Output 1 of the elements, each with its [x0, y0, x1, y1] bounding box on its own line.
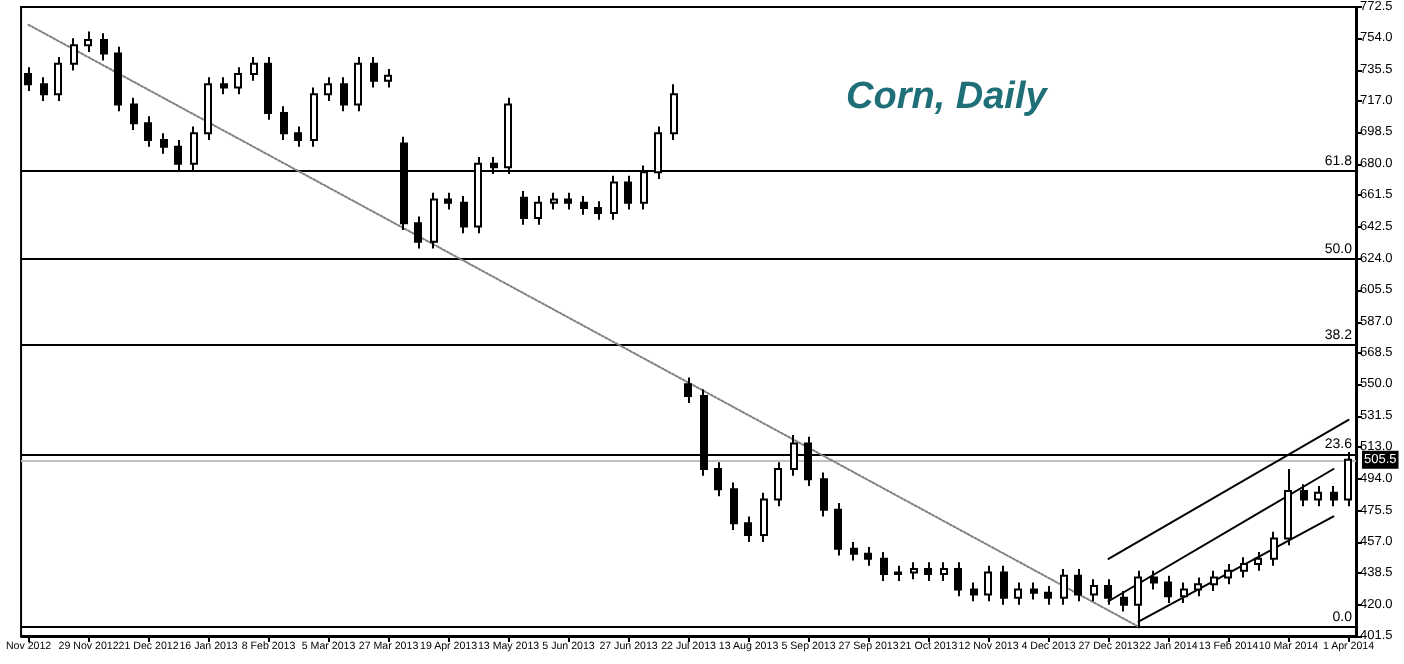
- text: Corn, Daily: [846, 76, 1050, 118]
